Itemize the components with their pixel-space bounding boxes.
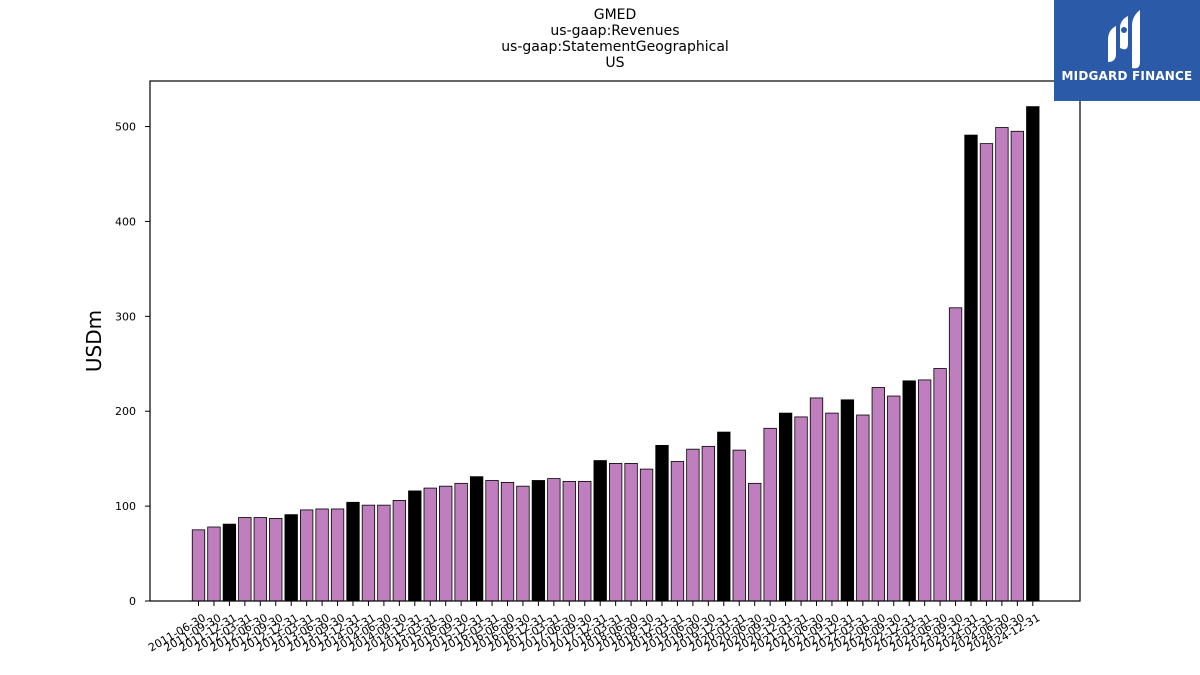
bar-2012-03-31: [238, 517, 252, 602]
bar-2023-03-31: [918, 379, 932, 602]
bar-2024-03-31: [979, 143, 994, 602]
bar-2020-06-30: [748, 482, 762, 602]
y-tick-label: 500: [115, 121, 136, 134]
bar-2022-09-30: [887, 395, 901, 602]
bar-2015-03-31: [423, 487, 437, 602]
bar-2014-06-30: [377, 504, 391, 602]
plot-frame: [149, 80, 1081, 602]
bar-2024-06-30: [995, 127, 1009, 602]
bar-2024-09-30: [1010, 130, 1024, 602]
x-axis-ticks: 2011-06-302011-09-302011-12-312012-03-31…: [146, 601, 1042, 654]
bar-2012-06-30: [253, 517, 267, 602]
bar-2012-09-30: [269, 518, 283, 602]
bar-2016-12-31: [531, 480, 546, 602]
bar-2014-09-30: [392, 500, 407, 602]
logo-text: MIDGARD FINANCE: [1061, 69, 1193, 83]
bar-2011-06-30: [191, 529, 206, 602]
bar-2020-03-31: [732, 449, 746, 602]
bar-2016-03-31: [485, 480, 499, 602]
bar-2011-09-30: [207, 526, 221, 602]
chart-title-ticker: GMED: [593, 7, 637, 23]
chart-title-concept: us-gaap:Revenues: [550, 23, 680, 39]
bar-2015-12-31: [469, 476, 484, 602]
bar-2015-06-30: [439, 485, 453, 602]
bar-2022-03-31: [856, 414, 870, 602]
chart-title-axis: us-gaap:StatementGeographical: [501, 39, 729, 55]
bar-2017-09-30: [578, 481, 592, 602]
bar-2014-03-31: [361, 504, 376, 602]
bar-2011-12-31: [222, 523, 237, 602]
bar-2021-09-30: [825, 412, 839, 602]
chart-title-member: US: [605, 55, 625, 71]
bar-2016-09-30: [516, 485, 530, 602]
bar-2014-12-31: [408, 490, 422, 602]
bar-2017-12-31: [593, 460, 607, 602]
bar-2020-09-30: [763, 427, 777, 602]
bar-2023-09-30: [948, 307, 963, 602]
bar-2018-12-31: [655, 444, 669, 602]
bar-2017-03-31: [547, 478, 561, 602]
bar-2022-12-31: [902, 380, 916, 602]
bar-2019-09-30: [701, 445, 715, 602]
y-tick-label: 200: [115, 405, 136, 418]
bar-2012-12-31: [284, 514, 298, 602]
midgard-finance-logo: MIDGARD FINANCE: [1054, 0, 1200, 101]
bar-2013-12-31: [346, 501, 360, 602]
bar-2022-06-30: [871, 387, 885, 602]
y-tick-label: 300: [115, 310, 136, 323]
bar-2018-09-30: [639, 468, 654, 602]
bar-2018-03-31: [609, 463, 623, 602]
bar-2019-12-31: [717, 431, 731, 602]
bar-2020-12-31: [778, 412, 793, 602]
bar-2013-03-31: [299, 509, 314, 602]
bar-2023-06-30: [933, 368, 947, 602]
y-axis-label: USDm: [82, 310, 106, 372]
bar-2013-09-30: [330, 508, 345, 602]
bar-series: [191, 106, 1040, 602]
bar-2018-06-30: [624, 463, 638, 602]
bar-2013-06-30: [315, 508, 329, 602]
y-tick-label: 100: [115, 500, 136, 513]
bar-2023-12-31: [964, 134, 978, 602]
midgard-logo-icon: [1108, 10, 1140, 69]
y-tick-label: 0: [129, 595, 136, 608]
bar-2015-09-30: [454, 482, 468, 602]
bar-2017-06-30: [562, 481, 576, 602]
bar-2019-06-30: [686, 448, 700, 602]
bar-2021-12-31: [840, 399, 855, 602]
y-axis-ticks: 0 100 200 300 400 500: [115, 121, 150, 608]
bar-2024-12-31: [1026, 106, 1040, 602]
bar-2021-06-30: [809, 397, 824, 602]
bar-2021-03-31: [794, 416, 808, 602]
y-tick-label: 400: [115, 215, 136, 228]
bar-2019-03-31: [670, 461, 685, 602]
bar-2016-06-30: [500, 481, 515, 602]
